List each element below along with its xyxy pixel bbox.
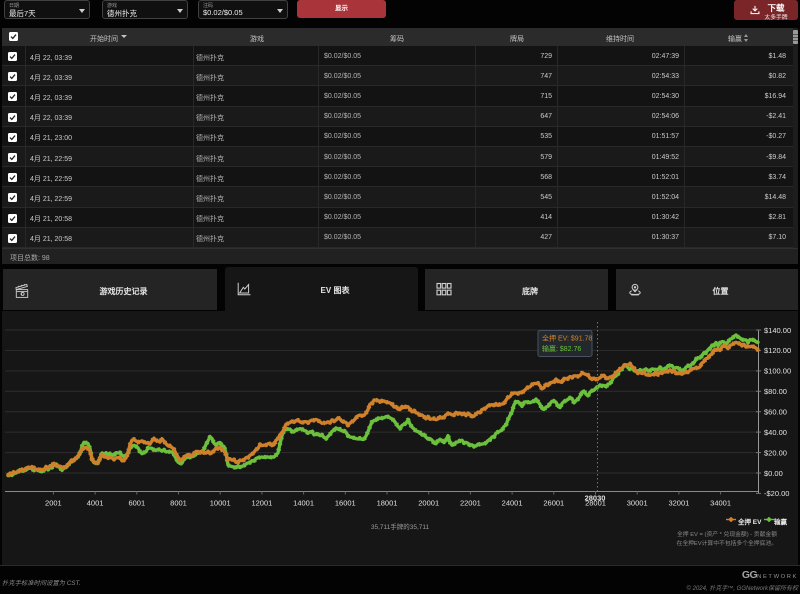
svg-text:-$20.00: -$20.00 [764,489,789,498]
svg-text:6001: 6001 [128,499,145,508]
svg-text:$100.00: $100.00 [764,367,791,376]
svg-text:24001: 24001 [502,499,523,508]
svg-text:$120.00: $120.00 [764,346,791,355]
svg-text:全押 EV: $91.78: 全押 EV: $91.78 [542,334,592,343]
svg-text:$140.00: $140.00 [764,326,791,335]
svg-text:输赢: $82.76: 输赢: $82.76 [542,344,581,353]
svg-text:22001: 22001 [460,499,481,508]
svg-text:16001: 16001 [335,499,356,508]
svg-text:4001: 4001 [87,499,104,508]
svg-text:34001: 34001 [710,499,731,508]
svg-text:$0.00: $0.00 [764,469,783,478]
svg-text:28001: 28001 [585,499,606,508]
svg-text:$80.00: $80.00 [764,387,787,396]
svg-text:14001: 14001 [293,499,314,508]
svg-text:12001: 12001 [251,499,272,508]
svg-text:30001: 30001 [627,499,648,508]
svg-text:8001: 8001 [170,499,187,508]
svg-text:$60.00: $60.00 [764,408,787,417]
svg-text:28030: 28030 [585,494,606,503]
svg-text:$20.00: $20.00 [764,448,787,457]
svg-text:26001: 26001 [543,499,564,508]
svg-text:20001: 20001 [418,499,439,508]
svg-text:10001: 10001 [210,499,231,508]
svg-text:2001: 2001 [45,499,62,508]
svg-text:$40.00: $40.00 [764,428,787,437]
svg-text:18001: 18001 [377,499,398,508]
svg-text:32001: 32001 [668,499,689,508]
